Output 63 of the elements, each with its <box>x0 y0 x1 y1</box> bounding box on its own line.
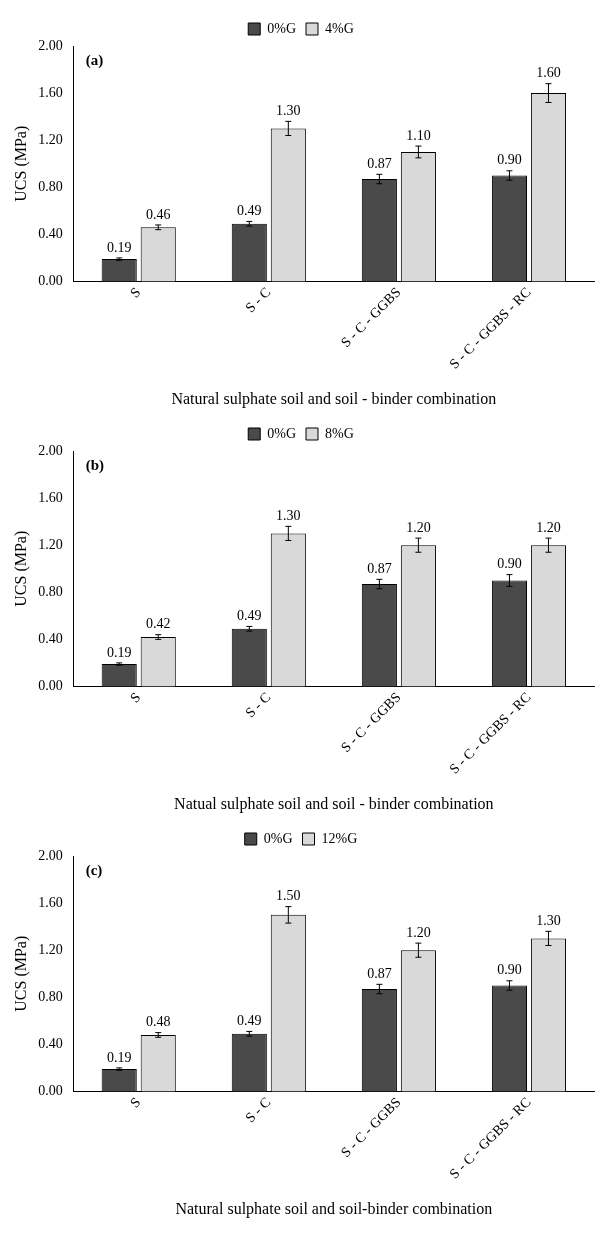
data-label: 0.19 <box>106 1049 132 1065</box>
y-tick-label: 0.40 <box>38 631 63 647</box>
data-label: 0.49 <box>237 203 262 219</box>
data-label: 1.20 <box>536 519 561 535</box>
legend-label: 0%G <box>263 830 293 846</box>
x-tick-label: S <box>127 1094 144 1111</box>
data-label: 1.20 <box>406 924 431 940</box>
data-label: 0.49 <box>237 608 262 624</box>
data-label: 1.30 <box>276 103 301 119</box>
y-tick-label: 1.20 <box>38 941 63 957</box>
data-label: 0.42 <box>146 616 171 632</box>
data-label: 0.90 <box>497 962 522 978</box>
x-axis-title: Natural sulphate soil and soil - binder combination <box>171 389 497 408</box>
y-tick-label: 0.00 <box>38 273 63 289</box>
legend-label: 8%G <box>325 425 354 441</box>
data-label: 0.90 <box>497 152 522 168</box>
legend-label: 4%G <box>325 20 354 36</box>
data-label: 1.10 <box>406 127 431 143</box>
y-tick-label: 1.60 <box>38 894 63 910</box>
x-axis-title: Natural sulphate soil and soil-binder combination <box>175 1199 493 1218</box>
data-label: 0.87 <box>367 966 392 981</box>
annotation: (a) <box>85 52 104 70</box>
y-tick-label: 0.00 <box>38 1083 63 1099</box>
data-label: 1.50 <box>276 888 301 904</box>
data-label: 0.48 <box>146 1014 171 1030</box>
y-tick-label: 1.20 <box>38 536 63 552</box>
y-tick-label: 0.80 <box>38 583 63 599</box>
x-tick-label: S <box>127 284 144 301</box>
legend-label: 12%G <box>321 830 358 846</box>
data-label: 0.87 <box>367 156 392 171</box>
y-tick-label: 0.00 <box>38 678 63 694</box>
data-label: 0.90 <box>497 556 522 572</box>
data-label: 1.60 <box>536 65 561 81</box>
y-tick-label: 0.80 <box>38 988 63 1004</box>
data-label: 0.87 <box>367 561 392 576</box>
x-tick-label: S - C <box>242 284 274 316</box>
annotation: (c) <box>85 862 103 880</box>
annotation: (b) <box>85 457 105 475</box>
x-axis-title: Natual sulphate soil and soil - binder combination <box>174 794 494 813</box>
y-tick-label: 1.60 <box>38 84 63 100</box>
y-axis-title: UCS (MPa) <box>11 530 30 607</box>
y-tick-label: 0.40 <box>38 226 63 242</box>
data-label: 0.19 <box>106 644 132 660</box>
data-label: 1.20 <box>406 519 431 535</box>
x-tick-label: S - C <box>242 689 274 721</box>
y-tick-label: 1.20 <box>38 131 63 147</box>
y-tick-label: 0.40 <box>38 1036 63 1052</box>
y-tick-label: 2.00 <box>38 847 63 863</box>
y-axis-title: UCS (MPa) <box>11 935 30 1012</box>
x-tick-label: S <box>127 689 144 706</box>
x-tick-label: S - C <box>242 1094 274 1126</box>
data-label: 1.30 <box>276 508 301 524</box>
legend-label: 0%G <box>267 20 297 36</box>
data-label: 0.46 <box>146 206 171 222</box>
legend-label: 0%G <box>267 425 297 441</box>
data-label: 0.49 <box>237 1013 262 1029</box>
data-label: 1.30 <box>536 913 561 929</box>
y-axis-title: UCS (MPa) <box>11 125 30 202</box>
y-tick-label: 2.00 <box>38 442 63 458</box>
data-label: 0.19 <box>106 239 132 255</box>
y-tick-label: 1.60 <box>38 489 63 505</box>
y-tick-label: 2.00 <box>38 37 63 53</box>
y-tick-label: 0.80 <box>38 178 63 194</box>
